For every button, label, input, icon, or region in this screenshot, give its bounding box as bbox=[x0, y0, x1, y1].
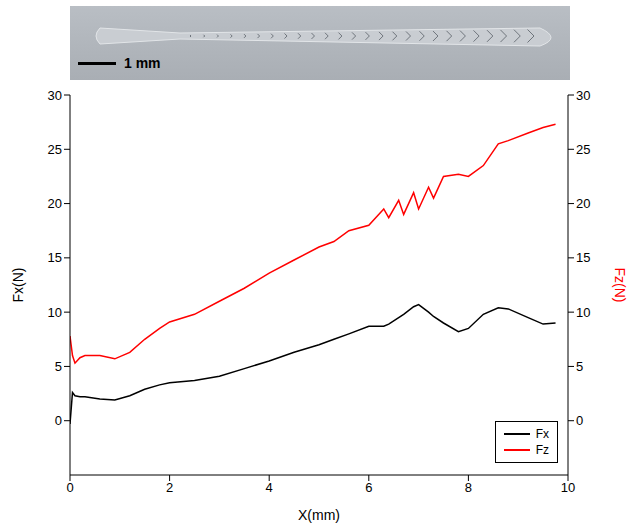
svg-text:0: 0 bbox=[55, 413, 62, 428]
svg-text:10: 10 bbox=[576, 305, 590, 320]
svg-text:25: 25 bbox=[48, 142, 62, 157]
svg-text:10: 10 bbox=[561, 480, 575, 495]
svg-text:15: 15 bbox=[48, 250, 62, 265]
svg-text:20: 20 bbox=[48, 196, 62, 211]
svg-text:25: 25 bbox=[576, 142, 590, 157]
svg-text:0: 0 bbox=[66, 480, 73, 495]
svg-text:5: 5 bbox=[576, 359, 583, 374]
svg-text:6: 6 bbox=[365, 480, 372, 495]
svg-text:4: 4 bbox=[266, 480, 273, 495]
svg-text:Fz(N): Fz(N) bbox=[612, 268, 628, 303]
html-text:Fz: Fz bbox=[535, 443, 549, 457]
svg-text:8: 8 bbox=[465, 480, 472, 495]
svg-text:30: 30 bbox=[48, 88, 62, 103]
svg-text:Fx(N): Fx(N) bbox=[10, 268, 26, 303]
svg-text:10: 10 bbox=[48, 305, 62, 320]
html-text:Fx: Fx bbox=[535, 427, 549, 441]
svg-text:0: 0 bbox=[576, 413, 583, 428]
svg-text:5: 5 bbox=[55, 359, 62, 374]
svg-text:X(mm): X(mm) bbox=[298, 507, 340, 523]
svg-text:1 mm: 1 mm bbox=[124, 55, 161, 71]
svg-text:2: 2 bbox=[166, 480, 173, 495]
svg-text:20: 20 bbox=[576, 196, 590, 211]
svg-text:15: 15 bbox=[576, 250, 590, 265]
svg-text:30: 30 bbox=[576, 88, 590, 103]
